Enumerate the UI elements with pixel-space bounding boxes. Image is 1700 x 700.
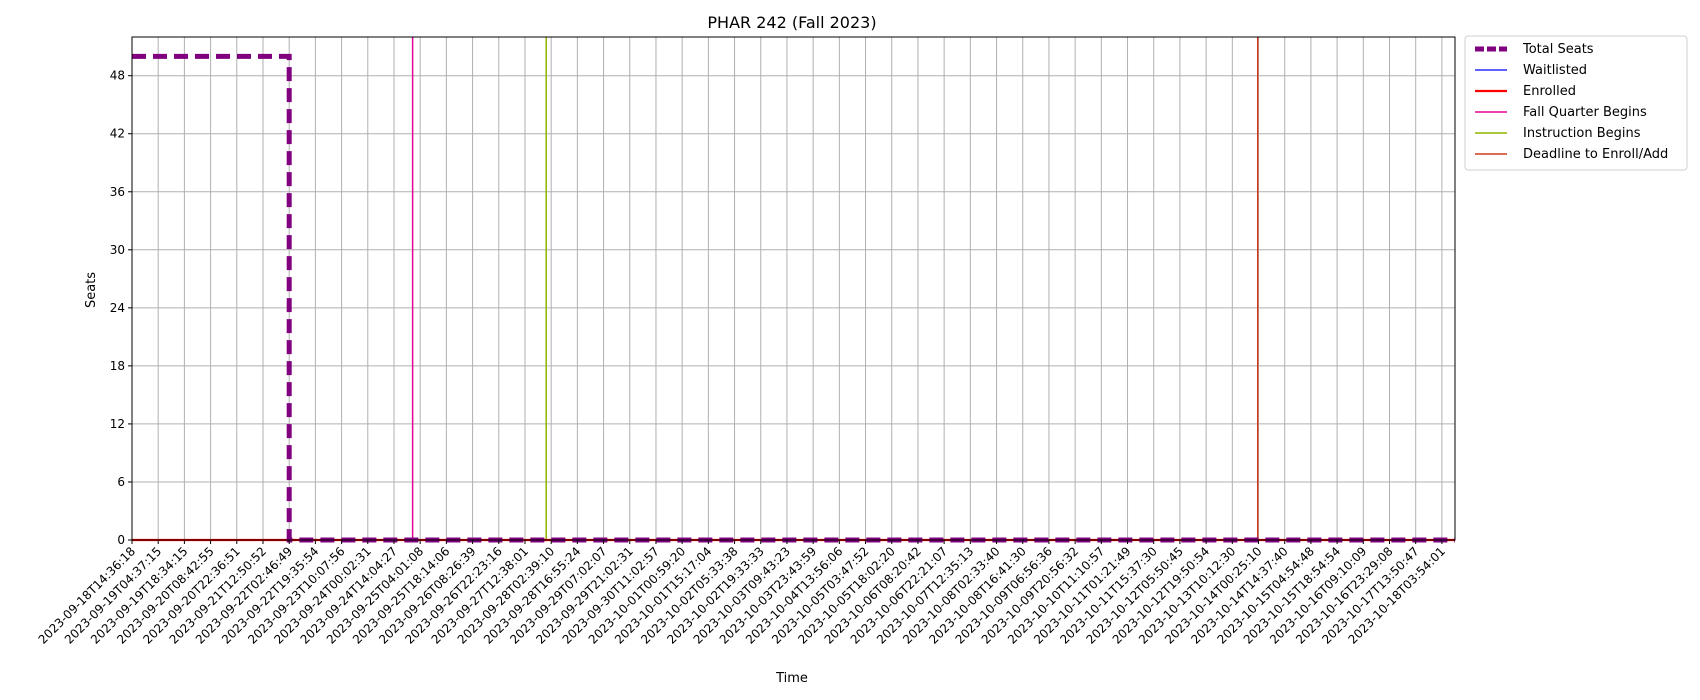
legend-label: Waitlisted [1523, 63, 1587, 78]
series-line [132, 53, 1455, 543]
y-tick-label: 0 [117, 533, 125, 547]
plot-frame [131, 36, 1456, 541]
legend-label: Enrolled [1523, 84, 1576, 99]
legend: Total Seats Waitlisted Enrolled Fall Quarte… [1464, 35, 1688, 171]
y-axis-label: Seats [84, 272, 99, 308]
legend-label: Total Seats [1522, 42, 1594, 57]
y-tick-label: 48 [110, 69, 125, 83]
legend-label: Deadline to Enroll/Add [1523, 147, 1668, 162]
legend-label: Fall Quarter Begins [1523, 105, 1647, 120]
chart-title: PHAR 242 (Fall 2023) [707, 13, 876, 32]
y-tick-label: 18 [110, 359, 125, 373]
legend-box [1464, 35, 1688, 171]
event-lines [411, 37, 1259, 540]
y-tick-label: 6 [117, 475, 125, 489]
x-axis-label: Time [775, 671, 808, 686]
y-axis-ticks: 0 6 12 18 24 30 36 42 48 [110, 69, 132, 547]
y-tick-label: 30 [110, 243, 125, 257]
y-tick-label: 42 [110, 127, 125, 141]
y-tick-label: 12 [110, 417, 125, 431]
legend-label: Instruction Begins [1523, 126, 1641, 141]
series-lines [132, 53, 1455, 543]
grid-lines [131, 37, 1455, 541]
x-axis-ticks: 2023-09-18T14:36:182023-09-19T04:37:1520… [36, 540, 1448, 647]
y-tick-label: 36 [110, 185, 125, 199]
y-tick-label: 24 [110, 301, 125, 315]
